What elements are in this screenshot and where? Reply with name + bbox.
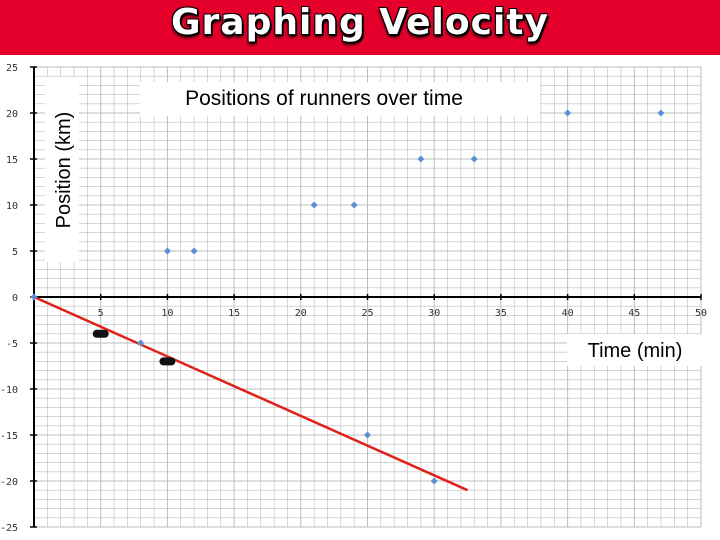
x-tick-label: 25 bbox=[361, 308, 373, 319]
x-axis-label: Time (min) bbox=[588, 340, 683, 362]
chart: 5 10 15 20 25 30 35 40 45 50 2520151050-5-10-15-2… bbox=[0, 63, 707, 534]
y-tick-label: 25 bbox=[6, 63, 18, 74]
data-points bbox=[30, 109, 665, 485]
data-point bbox=[470, 155, 478, 163]
y-axis-label-background bbox=[45, 77, 79, 262]
y-tick-label: -15 bbox=[0, 431, 18, 442]
x-tick-label: 50 bbox=[695, 308, 707, 319]
data-point bbox=[163, 247, 171, 255]
x-tick-label: 40 bbox=[562, 308, 574, 319]
y-tick-label: 15 bbox=[6, 155, 18, 166]
data-point bbox=[190, 247, 198, 255]
x-tick-label: 35 bbox=[495, 308, 507, 319]
trend-line-group bbox=[33, 295, 469, 492]
slide-title: Graphing Velocity bbox=[170, 2, 549, 43]
highlight-markers bbox=[92, 329, 176, 366]
data-point bbox=[417, 155, 425, 163]
y-tick-label: -25 bbox=[0, 523, 18, 534]
y-tick-label: 5 bbox=[12, 247, 18, 258]
y-axis-label: Position (km) bbox=[53, 112, 75, 229]
x-tick-label: 5 bbox=[98, 308, 104, 319]
data-point bbox=[30, 293, 38, 301]
data-point bbox=[310, 201, 318, 209]
chart-title: Positions of runners over time bbox=[185, 87, 463, 110]
x-axis-label-background bbox=[567, 334, 703, 366]
data-point bbox=[657, 109, 665, 117]
highlight-marker bbox=[159, 357, 176, 366]
y-tick-labels: 25 20 15 10 5 0 -5 -10 -15 -20 -25 bbox=[0, 63, 18, 534]
x-tick-label: 15 bbox=[228, 308, 240, 319]
data-point bbox=[350, 201, 358, 209]
x-tick-label: 45 bbox=[628, 308, 640, 319]
y-tick-label: -10 bbox=[0, 385, 18, 396]
x-tick-labels: 5 10 15 20 25 30 35 40 45 50 bbox=[98, 308, 707, 319]
y-tick-label: -20 bbox=[0, 477, 18, 488]
axes bbox=[30, 66, 702, 528]
y-tick-label: 20 bbox=[6, 109, 18, 120]
highlight-marker bbox=[92, 329, 109, 338]
y-tick-label: 10 bbox=[6, 201, 18, 212]
x-tick-label: 10 bbox=[161, 308, 173, 319]
y-tick-label: 0 bbox=[12, 293, 18, 304]
data-point bbox=[430, 477, 438, 485]
trend-line bbox=[33, 295, 469, 492]
data-point bbox=[137, 339, 145, 347]
x-tick-label: 20 bbox=[295, 308, 307, 319]
x-tick-label: 30 bbox=[428, 308, 440, 319]
chart-title-background bbox=[140, 82, 540, 116]
data-point bbox=[364, 431, 371, 439]
title-bar bbox=[0, 0, 720, 55]
y-tick-label: -5 bbox=[6, 339, 18, 350]
data-point bbox=[564, 109, 572, 117]
